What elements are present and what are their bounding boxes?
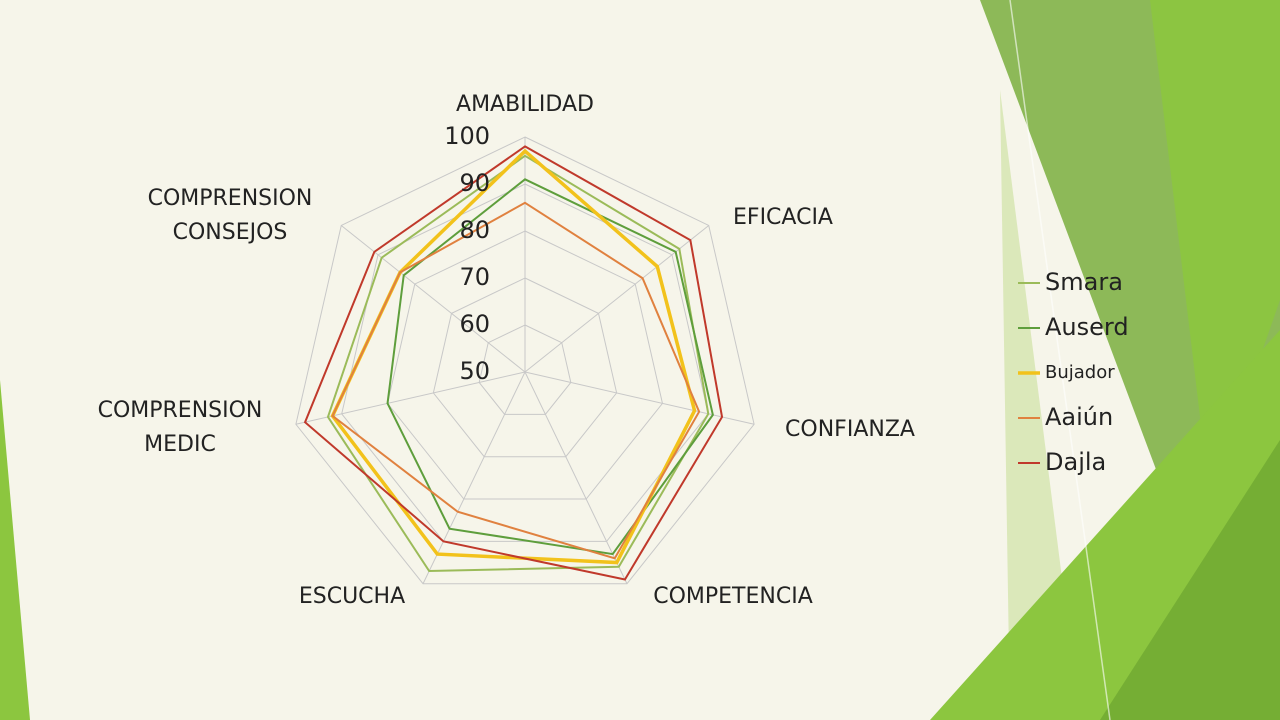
r-tick-label: 80 xyxy=(459,216,490,244)
grid-ring xyxy=(386,230,664,500)
spoke xyxy=(295,371,526,425)
r-tick-label: 70 xyxy=(459,263,490,291)
legend-label: Smara xyxy=(1045,268,1123,296)
grid-ring xyxy=(432,277,618,458)
category-label: COMPRENSION MEDIC xyxy=(97,398,263,457)
series-line xyxy=(326,154,710,573)
legend-label: Aaiún xyxy=(1045,403,1113,431)
spoke xyxy=(524,371,628,584)
spoke xyxy=(340,225,526,373)
spoke xyxy=(524,371,755,425)
grid-ring xyxy=(478,324,572,415)
category-label: CONFIANZA xyxy=(785,417,915,442)
legend-label: Dajla xyxy=(1045,448,1106,476)
category-label: COMPRENSION CONSEJOS xyxy=(147,186,313,245)
category-label: AMABILIDAD xyxy=(456,92,594,117)
category-label: ESCUCHA xyxy=(298,584,406,609)
category-label: COMPETENCIA xyxy=(653,584,813,609)
series-line xyxy=(386,178,714,556)
grid-ring xyxy=(295,136,755,585)
spoke xyxy=(422,371,526,584)
spoke xyxy=(524,225,710,373)
r-tick-label: 100 xyxy=(444,122,490,150)
series-line xyxy=(303,145,724,581)
r-tick-label: 90 xyxy=(459,169,490,197)
legend-label: Bujador xyxy=(1045,362,1115,383)
category-label: EFICACIA xyxy=(733,205,833,230)
series-line xyxy=(331,201,701,560)
r-tick-label: 50 xyxy=(459,357,490,385)
r-tick-label: 60 xyxy=(459,310,490,338)
legend-label: Auserd xyxy=(1045,313,1129,341)
